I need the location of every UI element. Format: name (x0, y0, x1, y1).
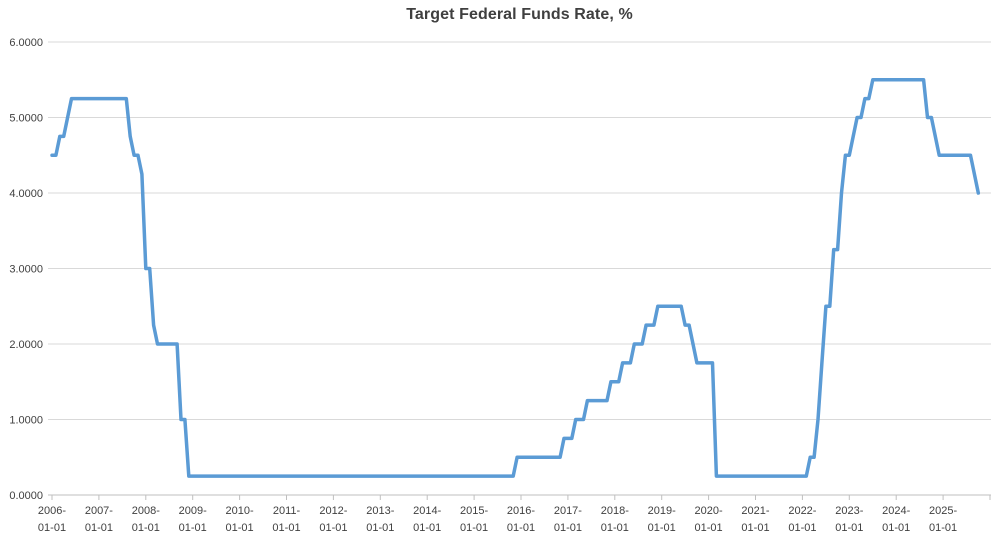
x-axis-label-year: 2011- (273, 505, 301, 517)
x-axis-label-year: 2021- (741, 505, 769, 517)
x-axis-label-year: 2009- (179, 505, 207, 517)
x-axis-label-year: 2019- (648, 505, 676, 517)
x-axis-label-monthday: 01-01 (507, 522, 535, 534)
x-axis-label-monthday: 01-01 (413, 522, 441, 534)
x-axis-label-year: 2014- (413, 505, 441, 517)
x-axis-label-monthday: 01-01 (272, 522, 300, 534)
x-axis-label-monthday: 01-01 (835, 522, 863, 534)
x-axis-label-year: 2012- (319, 505, 347, 517)
x-axis-label-year: 2016- (507, 505, 535, 517)
x-axis-label-monthday: 01-01 (85, 522, 113, 534)
x-axis-label-monthday: 01-01 (554, 522, 582, 534)
target-rate-line (50, 78, 981, 478)
y-axis-label: 6.0000 (9, 37, 43, 49)
x-axis-label-year: 2023- (835, 505, 863, 517)
x-axis-label-monthday: 01-01 (38, 522, 66, 534)
x-axis-label-year: 2017- (554, 505, 582, 517)
x-axis-label-year: 2018- (601, 505, 629, 517)
x-axis-label-monthday: 01-01 (695, 522, 723, 534)
x-axis-label-year: 2010- (226, 505, 254, 517)
x-axis-label-monthday: 01-01 (132, 522, 160, 534)
x-axis-label-monthday: 01-01 (226, 522, 254, 534)
x-axis-label-monthday: 01-01 (601, 522, 629, 534)
y-axis-label: 1.0000 (9, 415, 43, 427)
x-axis-label-monthday: 01-01 (741, 522, 769, 534)
x-axis-label-monthday: 01-01 (882, 522, 910, 534)
x-axis-label-monthday: 01-01 (460, 522, 488, 534)
x-axis-label-year: 2015- (460, 505, 488, 517)
x-axis-label-monthday: 01-01 (319, 522, 347, 534)
y-axis-label: 4.0000 (9, 188, 43, 200)
x-axis-label-year: 2020- (695, 505, 723, 517)
x-axis-label-year: 2025- (929, 505, 957, 517)
x-axis-label-year: 2006- (38, 505, 66, 517)
x-axis-label-monthday: 01-01 (929, 522, 957, 534)
chart-title: Target Federal Funds Rate, % (406, 6, 633, 23)
x-axis-label-year: 2007- (85, 505, 113, 517)
x-axis-label-monthday: 01-01 (179, 522, 207, 534)
x-axis-label-monthday: 01-01 (648, 522, 676, 534)
y-axis-label: 5.0000 (9, 113, 43, 125)
x-axis-label-year: 2024- (882, 505, 910, 517)
y-axis-label: 2.0000 (9, 339, 43, 351)
x-axis-label-year: 2013- (366, 505, 394, 517)
y-axis-label: 0.0000 (9, 490, 43, 502)
x-axis-label-year: 2022- (788, 505, 816, 517)
x-axis-label-monthday: 01-01 (366, 522, 394, 534)
x-axis-label-year: 2008- (132, 505, 160, 517)
x-axis-label-monthday: 01-01 (788, 522, 816, 534)
y-axis-label: 3.0000 (9, 264, 43, 276)
